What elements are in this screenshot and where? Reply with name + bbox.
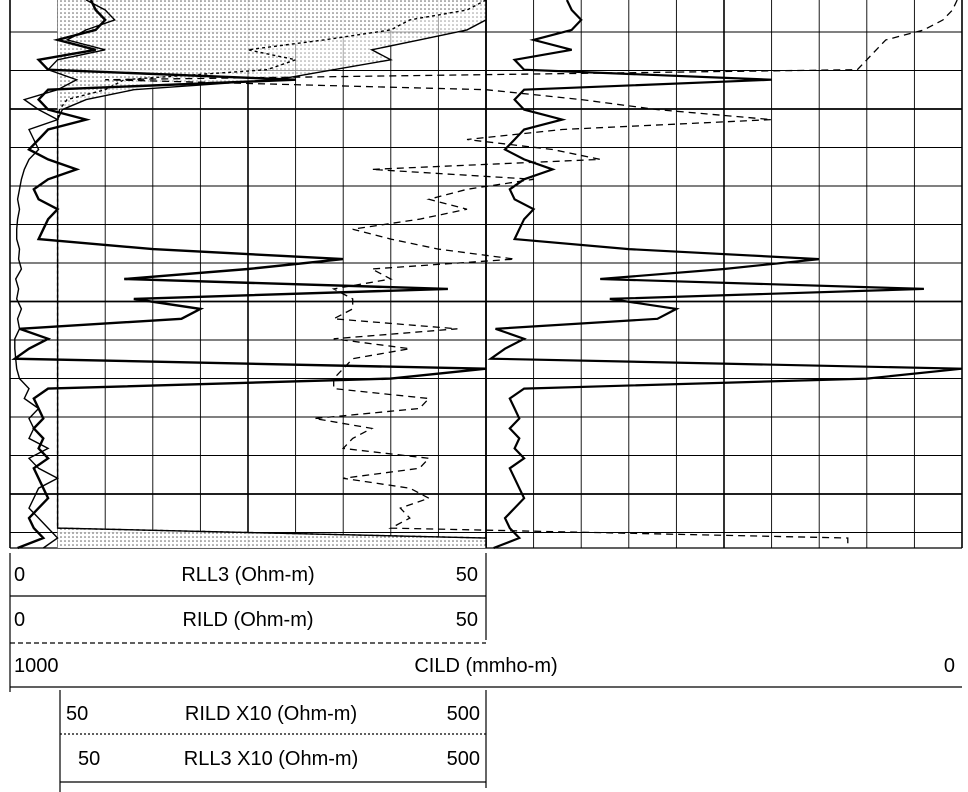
curve-header: 0 RLL3 (Ohm-m) 50 0 RILD (Ohm-m) 50 1000… (14, 564, 955, 770)
curve-rll3 (11, 0, 487, 550)
curve-rll3-track2 (487, 0, 963, 550)
header-cild-right: 0 (944, 655, 955, 677)
header-rll3-label: RLL3 (Ohm-m) (181, 564, 314, 586)
header-rll3x10-left: 50 (78, 748, 100, 770)
header-rildx10-label: RILD X10 (Ohm-m) (185, 703, 357, 725)
header-rild-left: 0 (14, 609, 25, 631)
curve-rll3-x10 (56, 0, 487, 548)
grid (9, 0, 963, 549)
curve-cild (105, 0, 958, 548)
header-cild-label: CILD (mmho-m) (414, 655, 557, 677)
shading-rll3-x10 (57, 0, 486, 548)
header-rild-label: RILD (Ohm-m) (182, 609, 313, 631)
header-rild-right: 50 (456, 609, 478, 631)
curves (11, 0, 963, 550)
curve-rild (14, 0, 116, 549)
header-rildx10-right: 500 (447, 703, 480, 725)
header-rll3x10-label: RLL3 X10 (Ohm-m) (184, 748, 359, 770)
header-rll3-left: 0 (14, 564, 25, 586)
header-rll3-right: 50 (456, 564, 478, 586)
header-cild-left: 1000 (14, 655, 59, 677)
header-rll3x10-right: 500 (447, 748, 480, 770)
shading-layer (57, 0, 486, 548)
header-rildx10-left: 50 (66, 703, 88, 725)
header-rules (9, 553, 962, 792)
